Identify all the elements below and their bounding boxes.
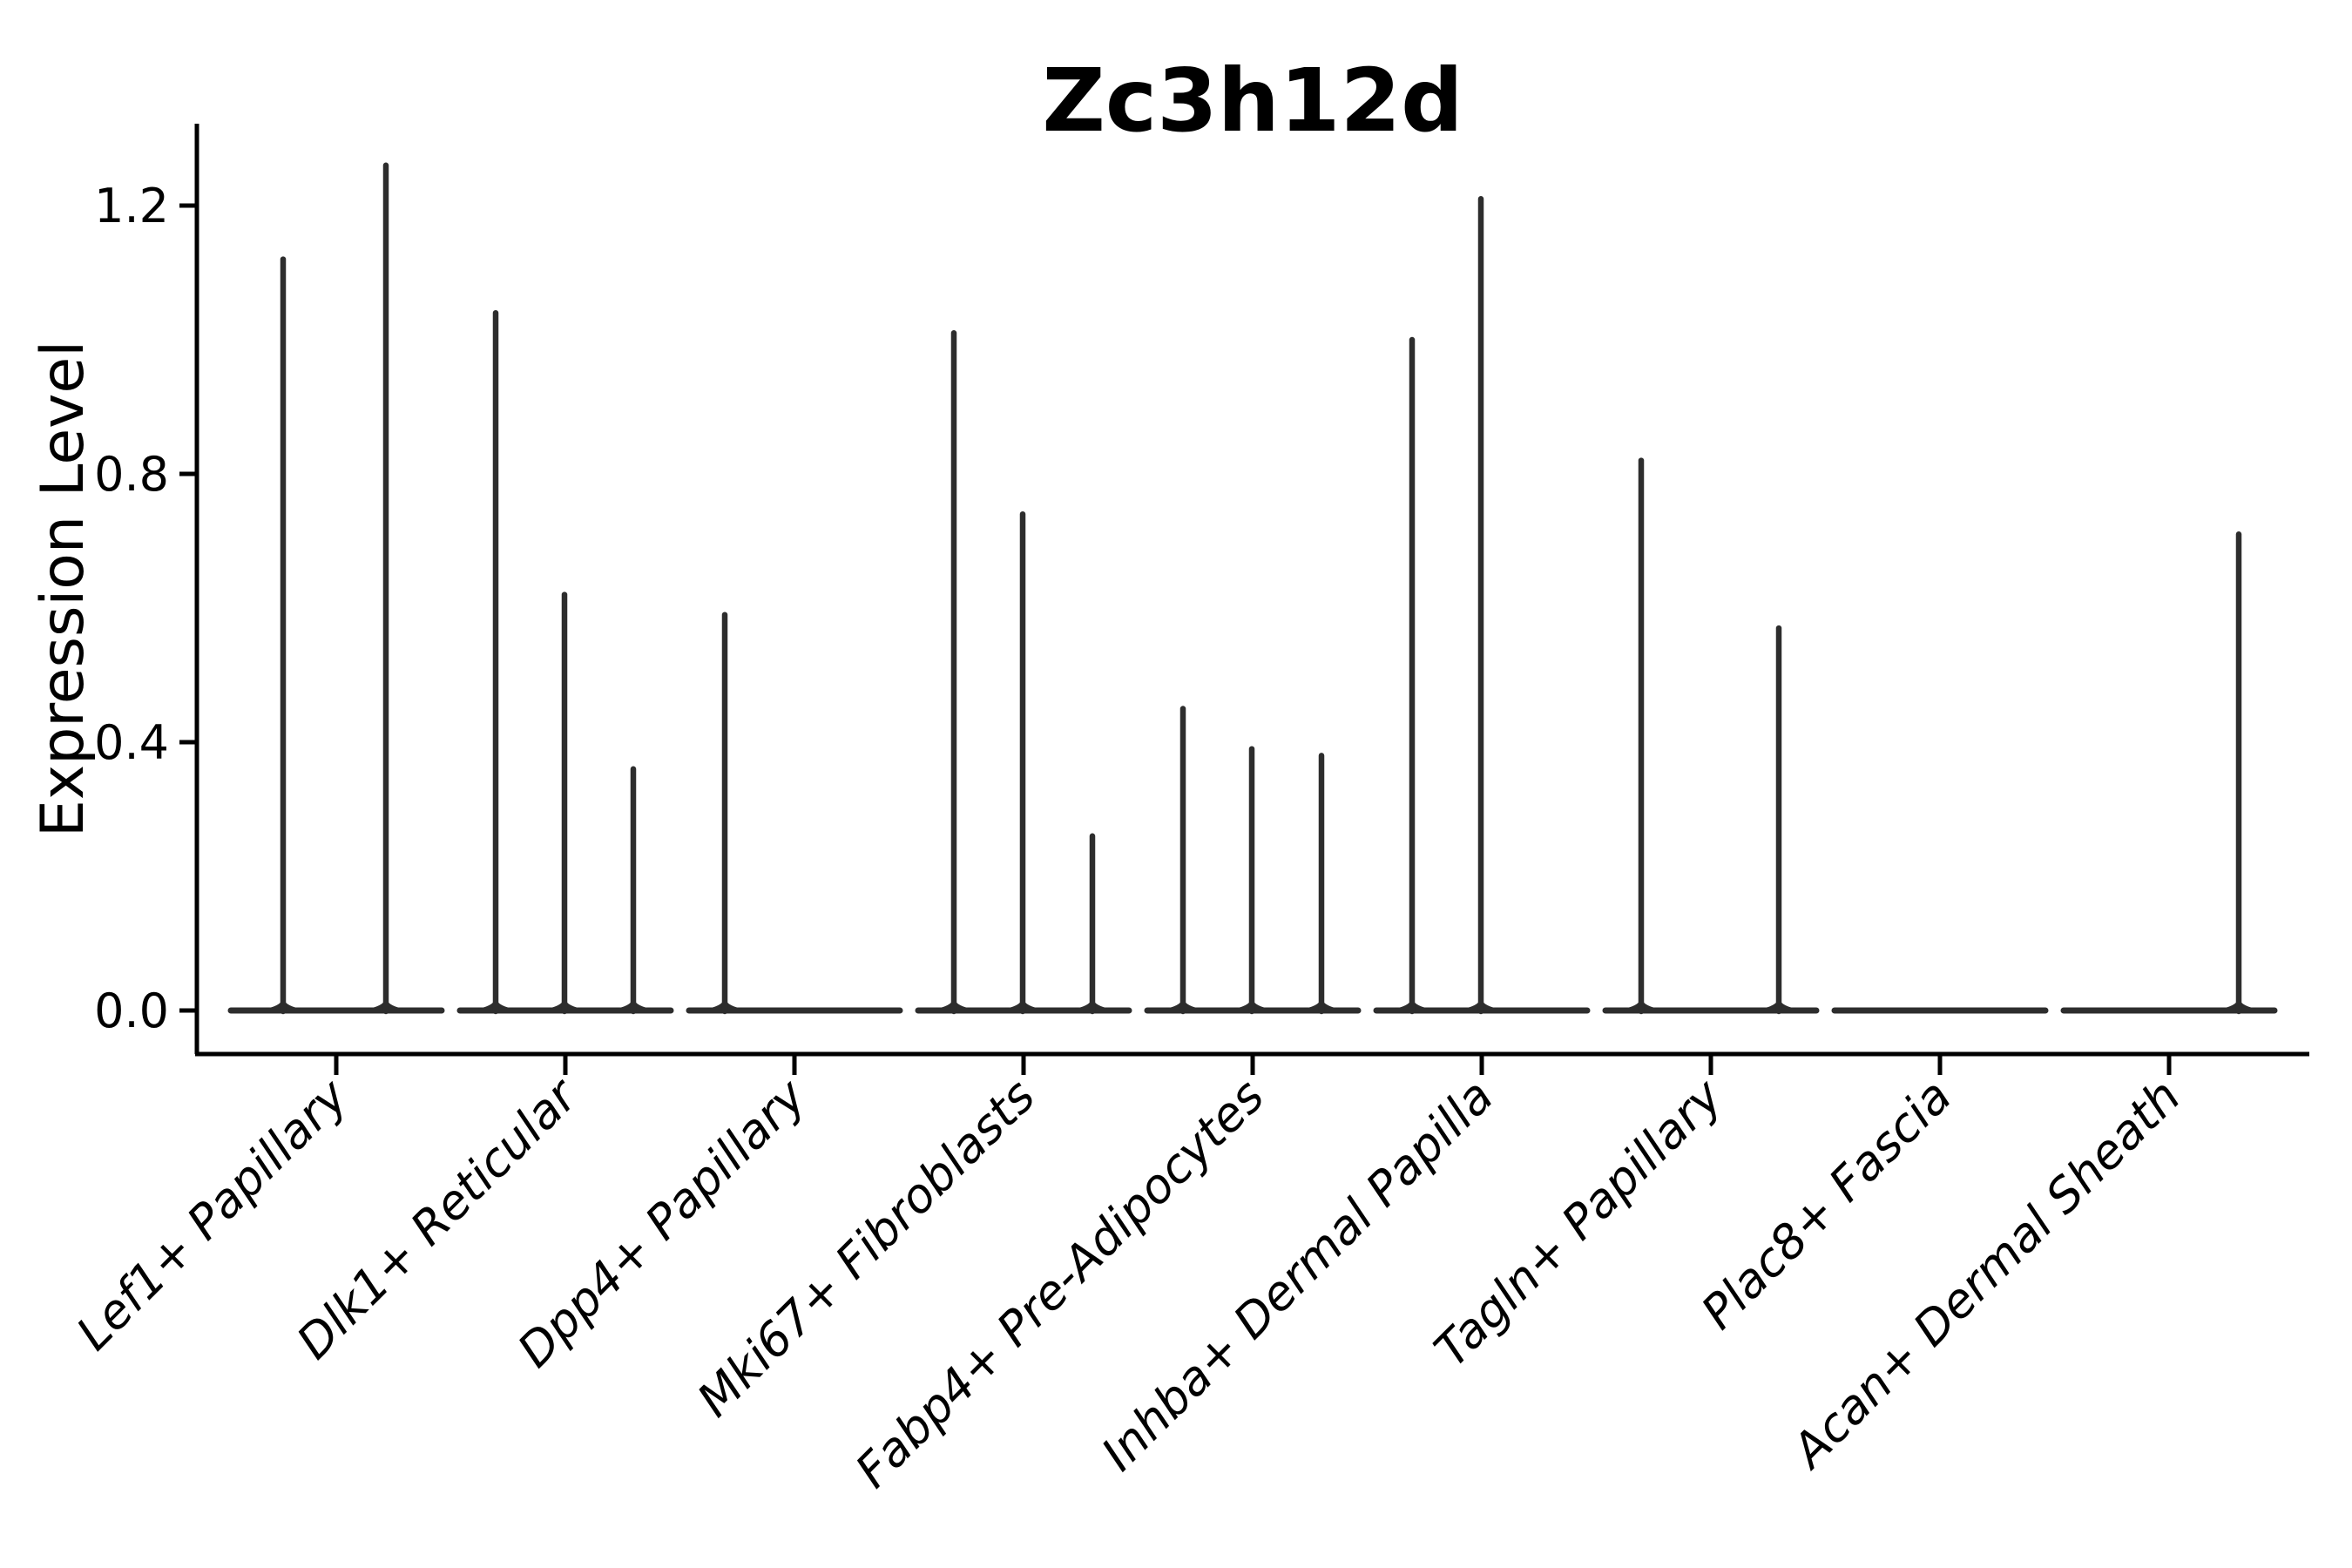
x-category-label: Acan+ Dermal Sheath: [1780, 1069, 2191, 1480]
y-tick-label: 1.2: [94, 179, 169, 233]
y-tick-label: 0.8: [94, 447, 169, 502]
y-tick-label: 0.0: [94, 983, 169, 1038]
x-category-label: Inhba+ Dermal Papilla: [1091, 1069, 1504, 1482]
y-axis-label: Expression Level: [29, 341, 98, 837]
y-tick-label: 0.4: [94, 715, 169, 770]
chart-title: Zc3h12d: [1042, 50, 1463, 152]
x-category-label: Fabp4+ Pre-Adipocytes: [845, 1069, 1274, 1498]
